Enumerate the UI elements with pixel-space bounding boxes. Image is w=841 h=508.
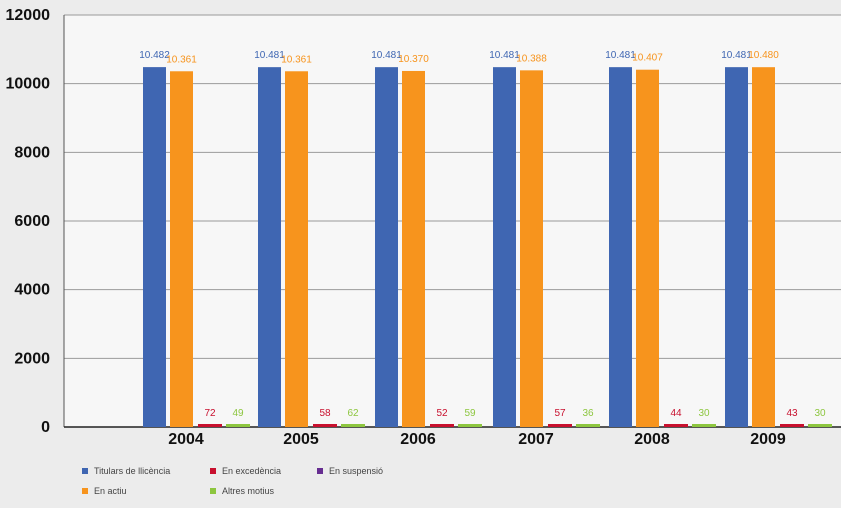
bar-2005-1: [285, 71, 308, 427]
legend-label-altres: Altres motius: [222, 486, 275, 496]
bar-2008-3: [692, 424, 716, 427]
legend-label-suspensio: En suspensió: [329, 466, 384, 476]
y-tick-label: 6000: [14, 213, 50, 230]
data-label: 58: [319, 408, 331, 419]
bar-2009-0: [725, 67, 748, 427]
bar-2009-3: [808, 424, 832, 427]
bar-2004-3: [226, 424, 250, 427]
data-label: 49: [232, 408, 244, 419]
legend-swatch-titulars: [82, 468, 88, 474]
x-tick-label: 2009: [750, 431, 786, 448]
data-label: 10.481: [605, 50, 636, 61]
data-label: 10.361: [281, 54, 312, 65]
data-label: 72: [204, 408, 216, 419]
bar-2006-2: [430, 424, 454, 427]
bar-2009-1: [752, 67, 775, 427]
data-label: 44: [670, 408, 682, 419]
bar-2005-2: [313, 424, 337, 427]
data-label: 10.481: [371, 50, 402, 61]
legend-item-altres: Altres motius: [210, 486, 274, 496]
legend-item-titulars: Titulars de llicència: [82, 466, 170, 476]
legend-item-actiu: En actiu: [82, 486, 127, 496]
data-label: 10.481: [721, 50, 752, 61]
data-label: 43: [786, 408, 798, 419]
legend-label-titulars: Titulars de llicència: [94, 466, 171, 476]
bar-2006-1: [402, 70, 425, 428]
y-tick-label: 2000: [14, 350, 50, 367]
y-tick-label: 10000: [6, 76, 51, 93]
bar-2009-2: [780, 424, 804, 427]
data-label: 57: [554, 408, 566, 419]
x-tick-label: 2004: [168, 431, 204, 448]
bar-2008-1: [636, 69, 659, 428]
data-label: 10.482: [139, 50, 170, 61]
legend-item-excedencia: En excedència: [210, 466, 281, 476]
data-label: 36: [582, 408, 594, 419]
data-label: 10.481: [254, 50, 285, 61]
bar-2004-0: [143, 67, 166, 428]
legend-item-suspensio: En suspensió: [317, 466, 383, 476]
x-tick-label: 2008: [634, 431, 670, 448]
bar-2008-0: [609, 67, 632, 427]
data-label: 30: [814, 408, 826, 419]
data-label: 10.407: [632, 53, 663, 64]
data-label: 10.481: [489, 50, 520, 61]
legend-swatch-excedencia: [210, 468, 216, 474]
y-tick-label: 0: [41, 419, 50, 436]
bar-2004-1: [170, 71, 193, 427]
x-tick-label: 2005: [283, 431, 319, 448]
y-tick-label: 12000: [6, 7, 51, 24]
x-tick-label: 2007: [518, 431, 554, 448]
data-label: 10.370: [398, 54, 429, 65]
data-label: 10.480: [748, 50, 779, 61]
y-tick-label: 8000: [14, 144, 50, 161]
legend-label-excedencia: En excedència: [222, 466, 282, 476]
data-label: 30: [698, 408, 710, 419]
x-tick-label: 2006: [400, 431, 436, 448]
data-label: 59: [464, 408, 476, 419]
y-tick-label: 4000: [14, 282, 50, 299]
bar-2007-2: [548, 424, 572, 427]
bar-2007-3: [576, 424, 600, 427]
bar-2008-2: [664, 424, 688, 427]
legend: Titulars de llicència En excedència En s…: [82, 466, 482, 502]
data-label: 62: [347, 408, 359, 419]
data-label: 10.388: [516, 53, 547, 64]
bar-2006-0: [375, 67, 398, 427]
data-label: 10.361: [166, 54, 197, 65]
legend-swatch-suspensio: [317, 468, 323, 474]
data-label: 52: [436, 408, 448, 419]
bar-2005-3: [341, 424, 365, 427]
legend-swatch-actiu: [82, 488, 88, 494]
bar-2007-1: [520, 70, 543, 427]
bar-2006-3: [458, 424, 482, 427]
bar-2004-2: [198, 424, 222, 427]
bar-2007-0: [493, 67, 516, 427]
legend-swatch-altres: [210, 488, 216, 494]
legend-label-actiu: En actiu: [94, 486, 127, 496]
bar-2005-0: [258, 67, 281, 427]
